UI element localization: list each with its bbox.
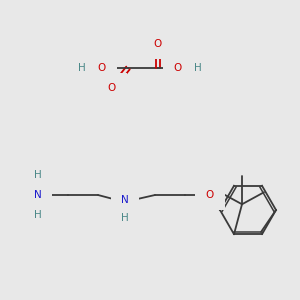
Text: O: O <box>174 63 182 73</box>
Text: H: H <box>194 63 202 73</box>
Text: H: H <box>121 213 129 223</box>
Text: N: N <box>34 190 42 200</box>
Text: O: O <box>206 190 214 200</box>
Text: N: N <box>121 195 129 205</box>
Text: H: H <box>78 63 86 73</box>
Text: O: O <box>154 39 162 49</box>
Text: O: O <box>108 83 116 93</box>
Text: O: O <box>98 63 106 73</box>
Text: H: H <box>34 210 42 220</box>
Text: H: H <box>34 170 42 180</box>
